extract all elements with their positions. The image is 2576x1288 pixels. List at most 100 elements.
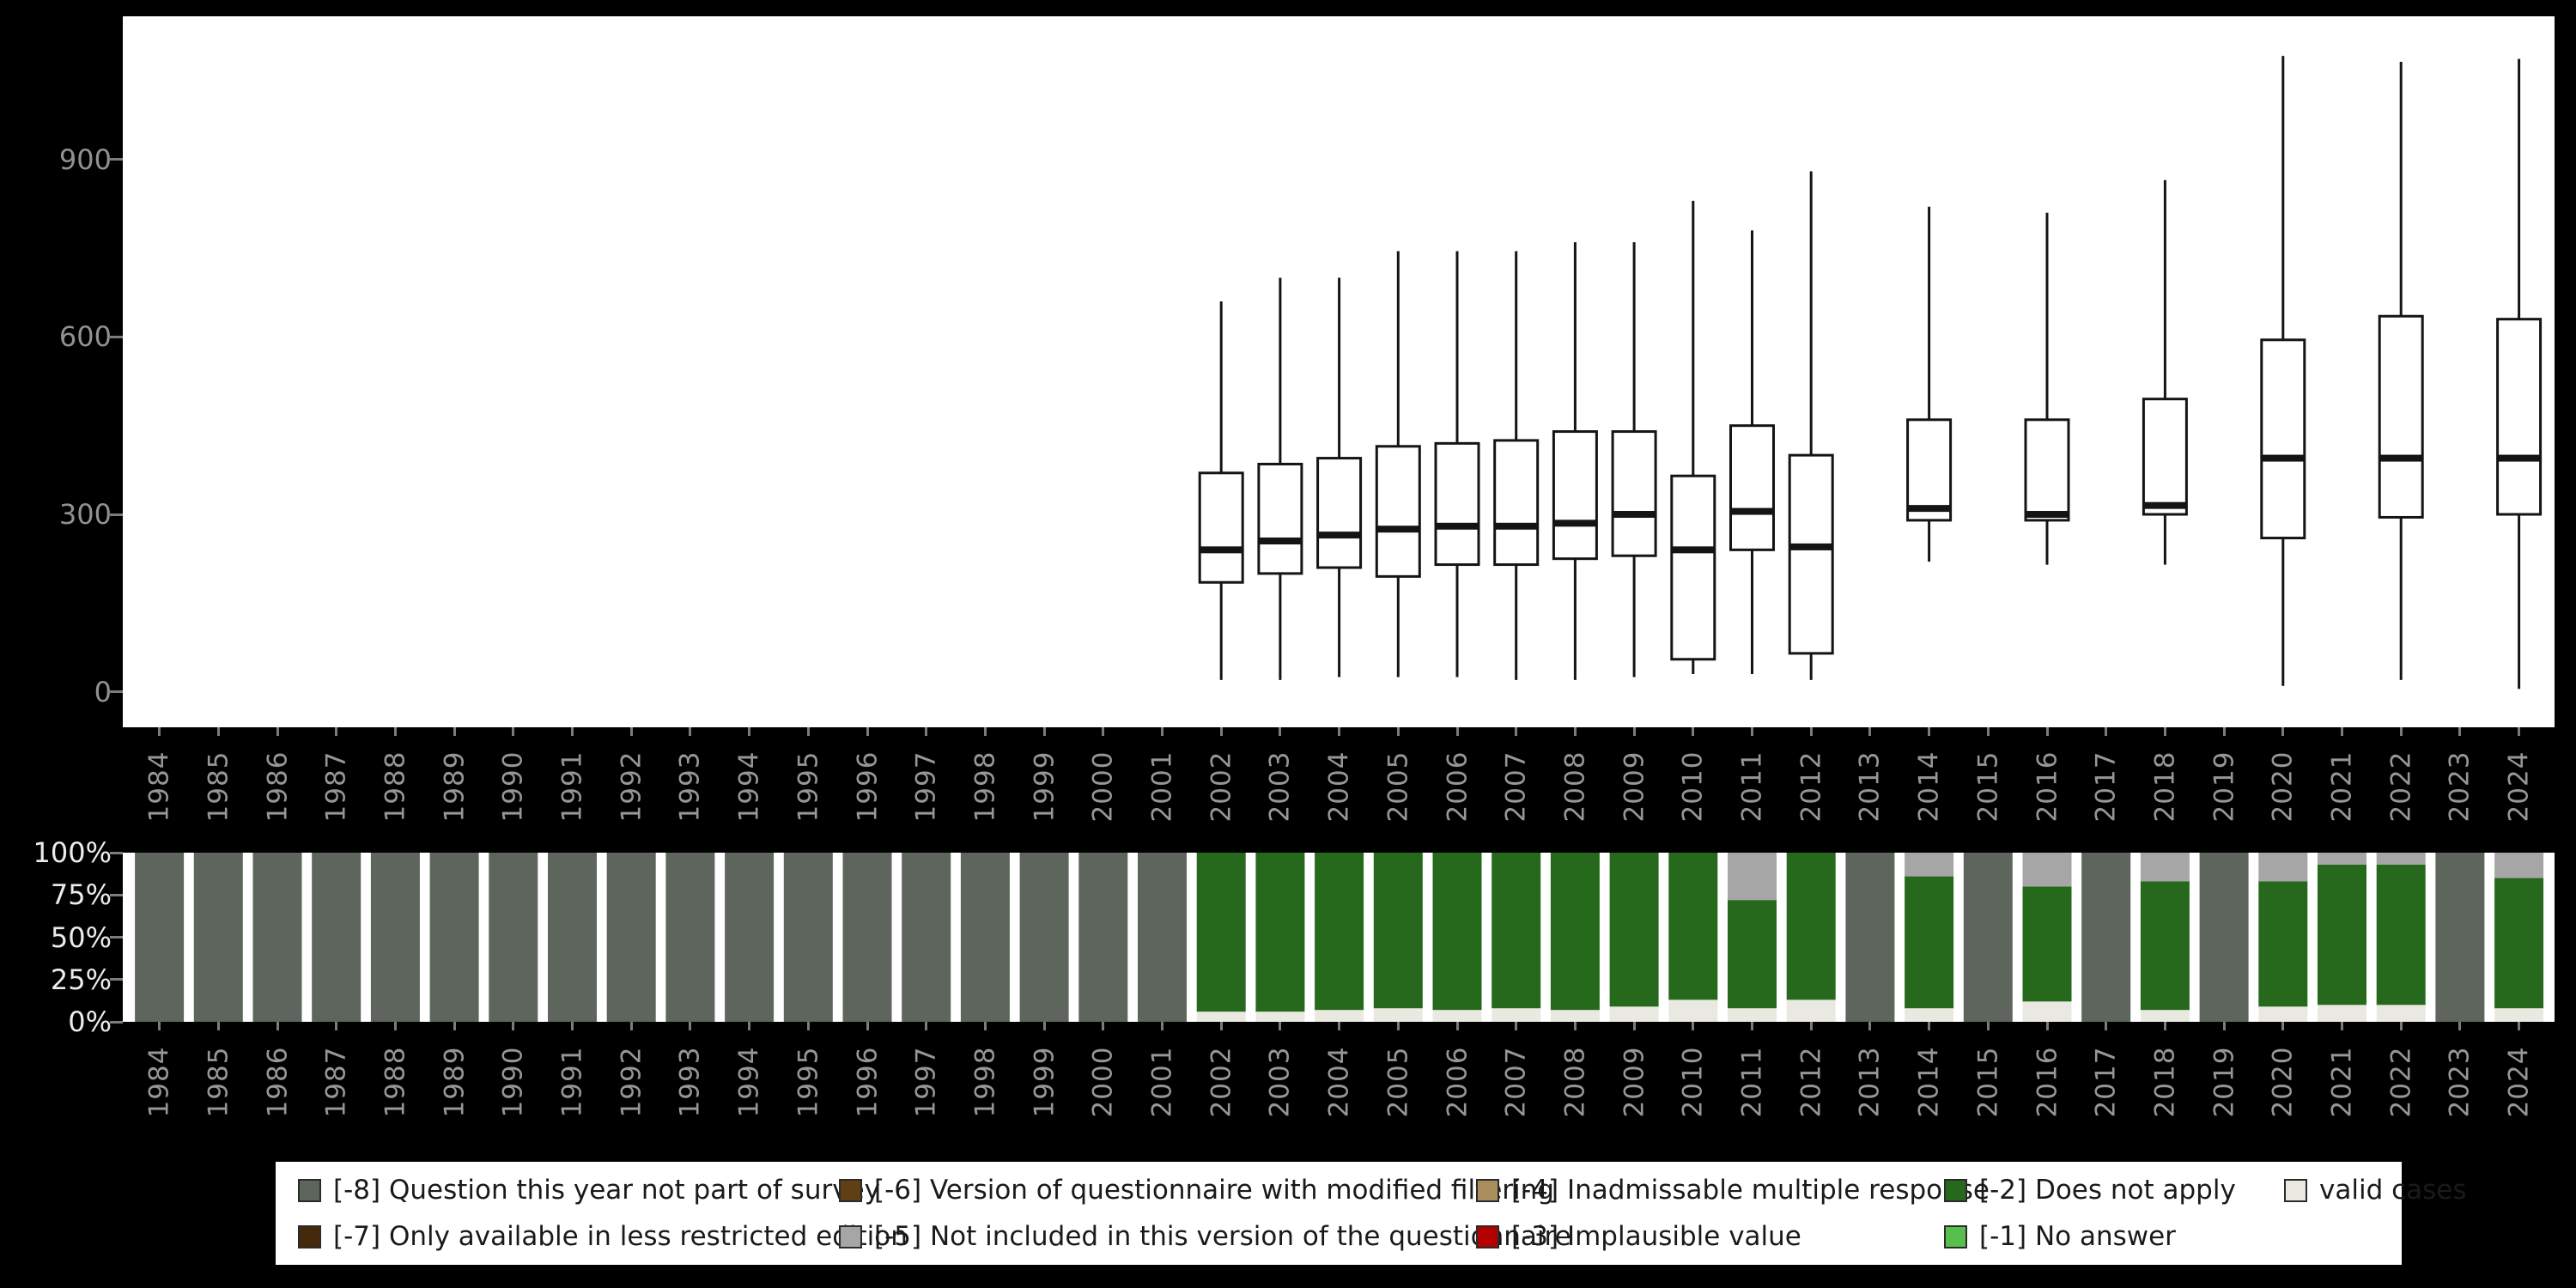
x-tick-mark [2105,727,2108,736]
year-label-text: 2023 [2444,1046,2476,1118]
bar-segment--5 [2140,853,2190,882]
x-tick-mark [2458,1022,2462,1030]
x-tick-mark [1809,727,1813,736]
legend-label: [-8] Question this year not part of surv… [333,1175,880,1206]
year-label-text: 2021 [2326,1046,2358,1118]
y-tick-label: 0% [68,1005,112,1038]
year-label-text: 1985 [203,1046,234,1118]
y-tick-mark [110,851,123,854]
year-label-text: 1999 [1029,750,1060,823]
x-tick-mark [1632,1022,1636,1030]
year-label-text: 2003 [1264,750,1296,823]
legend: [-8] Question this year not part of surv… [276,1162,2467,1265]
x-tick-mark [276,1022,279,1030]
year-label-text: 2022 [2385,1046,2417,1118]
boxplot-box [2142,398,2188,516]
boxplot-median [1376,526,1420,533]
legend-item--8: [-8] Question this year not part of surv… [298,1175,880,1206]
year-label-text: 2017 [2090,750,2122,823]
x-tick-mark [1455,727,1459,736]
bar-segment--8 [842,853,892,1022]
x-tick-mark [1338,727,1341,736]
x-tick-mark [925,727,928,736]
y-tick-mark [110,978,123,981]
year-label-text: 1995 [793,750,824,823]
x-tick-mark [689,1022,692,1030]
year-label-text: 2012 [1795,750,1827,823]
y-tick-mark [110,936,123,939]
x-tick-mark [1986,727,1990,736]
x-tick-mark [1928,1022,1931,1030]
stacked-bar-canvas [135,853,2544,1022]
year-label-text: 1995 [793,1046,824,1118]
bar-segment-valid [2258,1006,2308,1022]
bar-segment--8 [252,853,302,1022]
year-label-text: 1985 [203,750,234,823]
legend-label: [-1] No answer [1979,1221,2176,1252]
bar-segment--2 [2258,881,2308,1007]
boxplot-box [1552,430,1598,561]
x-tick-mark [453,727,456,736]
legend-label: [-3] Implausible value [1511,1221,1801,1252]
x-tick-mark [2341,727,2343,736]
x-tick-mark [158,1022,161,1030]
x-tick-mark [571,727,574,736]
legend-item--5: [-5] Not included in this version of the… [839,1221,1571,1252]
bar-segment-valid [1432,1010,1482,1022]
bar-segment-valid [1786,999,1836,1022]
x-tick-mark [866,1022,869,1030]
x-tick-mark [216,727,220,736]
x-tick-mark [1809,1022,1813,1030]
bar-segment-valid [2376,1005,2426,1022]
x-tick-mark [1868,1022,1872,1030]
x-tick-mark [1928,727,1931,736]
bar-segment--8 [1078,853,1128,1022]
bar-segment--8 [665,853,715,1022]
bar-segment--8 [135,853,185,1022]
x-tick-mark [1161,727,1163,736]
x-tick-mark [512,1022,515,1030]
legend-swatch--1 [1944,1224,1967,1249]
x-tick-mark [1396,727,1400,736]
x-tick-mark [571,1022,574,1030]
x-tick-mark [983,727,987,736]
x-tick-mark [2518,727,2521,736]
year-label-text: 2022 [2385,750,2417,823]
x-tick-mark [1573,1022,1577,1030]
legend-label: [-6] Version of questionnaire with modif… [874,1175,1554,1206]
year-label-text: 1994 [733,1046,765,1118]
year-label-text: 2019 [2208,750,2240,823]
legend-item-valid: valid cases [2284,1175,2467,1206]
legend-swatch--2 [1944,1178,1967,1202]
x-tick-mark [2222,1022,2226,1030]
x-tick-mark [2045,1022,2049,1030]
year-label-text: 2000 [1087,750,1119,823]
boxplot-median [2261,454,2305,462]
year-label-text: 2014 [1913,750,1945,823]
boxplot-box [1316,457,1363,569]
year-label-text: 2019 [2208,1046,2240,1118]
bar-segment--2 [2376,864,2426,1005]
legend-swatch--5 [839,1224,862,1249]
x-tick-mark [2105,1022,2108,1030]
x-tick-mark [983,1022,987,1030]
year-label-text: 2015 [1972,750,2004,823]
x-tick-mark [1042,727,1046,736]
bar-segment--8 [2199,853,2249,1022]
y-tick-mark [110,893,123,896]
year-label-text: 2008 [1559,750,1591,823]
bar-segment--2 [2022,886,2072,1002]
bar-segment-valid [2318,1005,2366,1022]
boxplot-median [2497,454,2541,462]
year-label-text: 1987 [320,1046,352,1118]
bar-segment--2 [1609,853,1659,1007]
legend-swatch--8 [298,1178,321,1202]
y-tick-mark [110,1020,123,1024]
bar-segment--8 [1019,853,1069,1022]
boxplot-median [1317,532,1361,539]
bar-segment--8 [960,853,1010,1022]
x-tick-mark [1573,727,1577,736]
year-label-text: 2002 [1206,1046,1237,1118]
boxplot-box [1670,474,1716,661]
